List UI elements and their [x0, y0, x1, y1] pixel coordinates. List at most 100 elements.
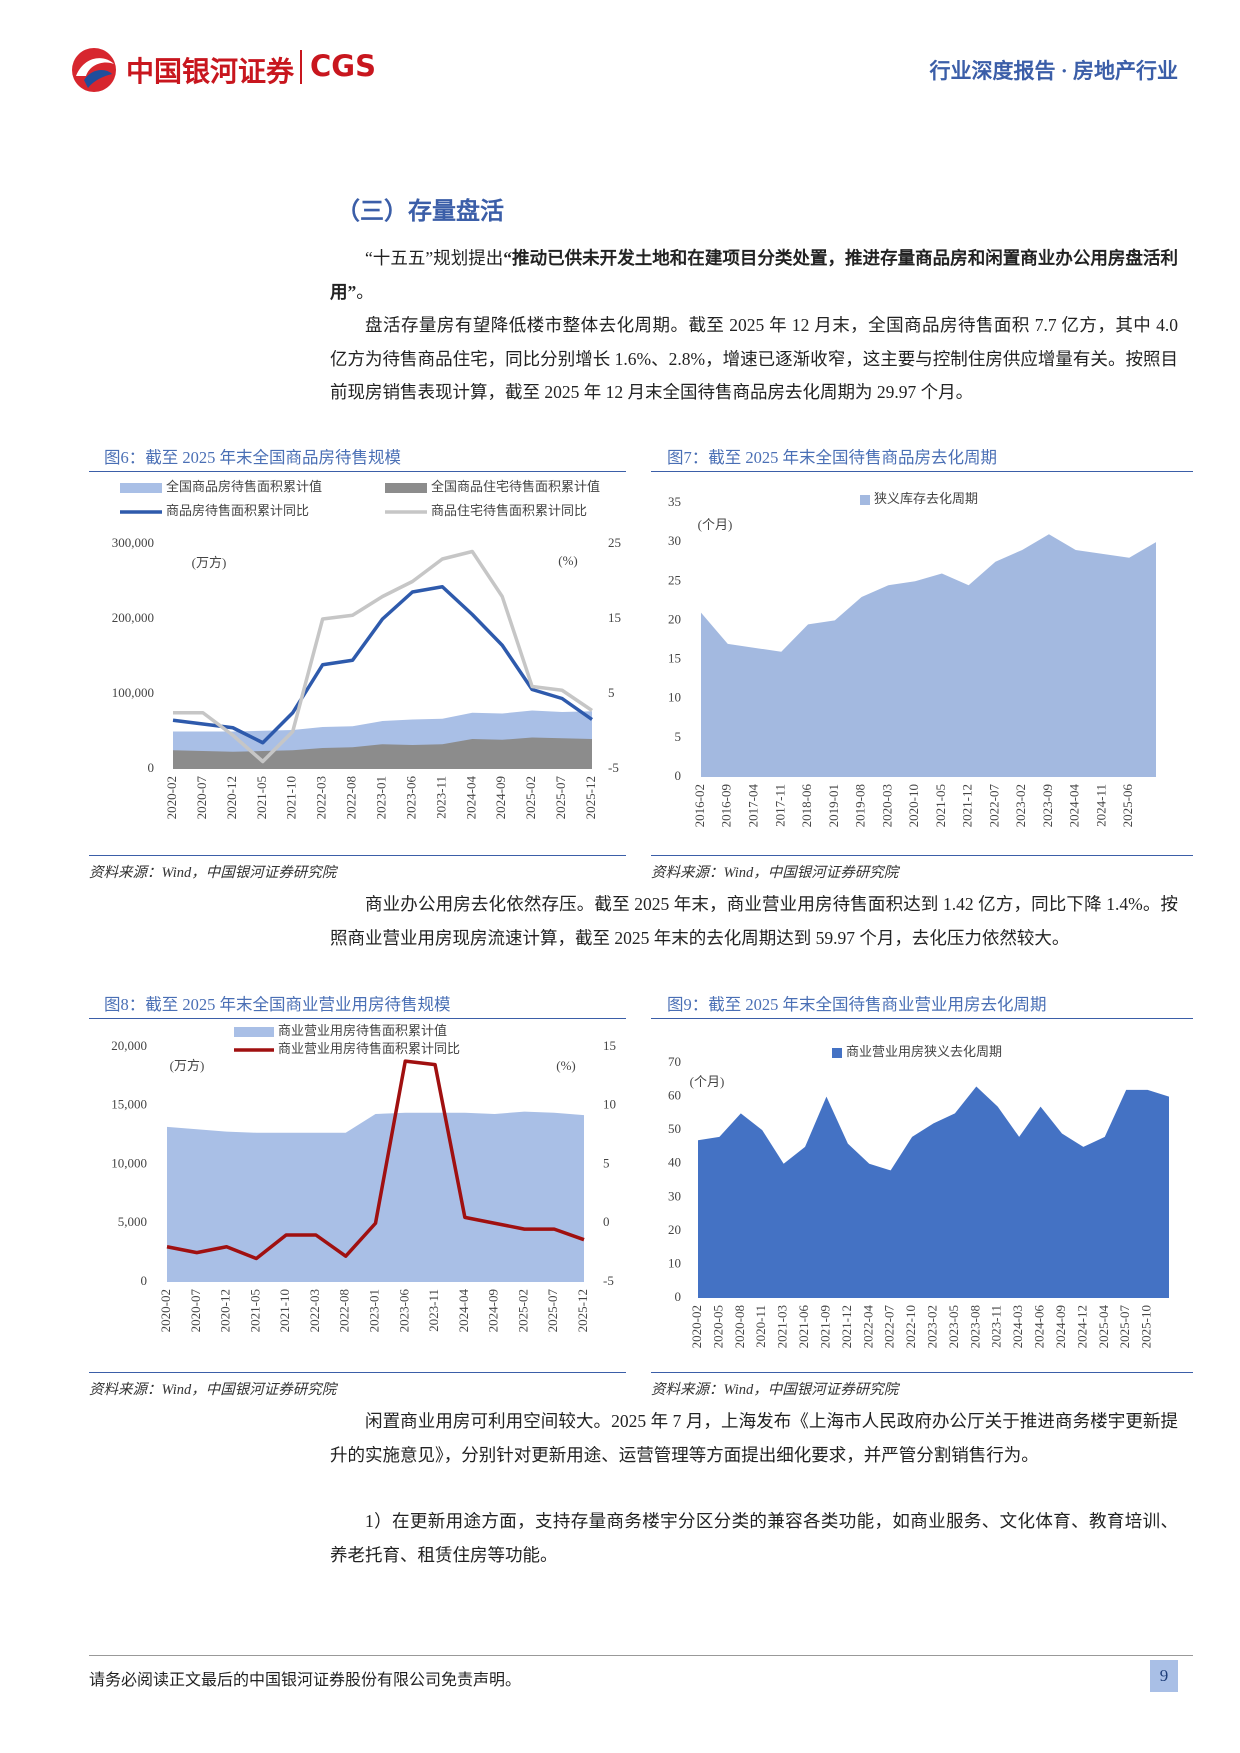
y-tick-label: 15 [668, 651, 681, 666]
figure-title: 图7：截至 2025 年末全国待售商品房去化周期 [667, 448, 997, 467]
chart: 0 5 10 15 20 25 30 35 (个月) 2016-02 2016-09 2017-04 2… [668, 491, 1156, 828]
bold-text: “推动已供未开发土地和在建项目分类处置，推进存量商品房和闲置商业办公用房盘活利用… [330, 248, 1178, 302]
x-tick-label: 2020-11 [753, 1305, 768, 1348]
y-tick-label: 100,000 [112, 685, 154, 700]
y-tick-label: 20 [668, 1222, 681, 1237]
x-tick-label: 2021-05 [254, 776, 269, 819]
x-tick-label: 2021-10 [277, 1289, 292, 1332]
y-tick-label: 60 [668, 1088, 681, 1103]
legend-label: 狭义库存去化周期 [874, 491, 978, 506]
chart: 0 5,000 10,000 15,000 20,000 -5 0 5 10 15 (万方) (%) 2… [111, 1023, 616, 1333]
x-tick-label: 2020-03 [879, 784, 894, 827]
y-tick-label: 25 [668, 572, 681, 587]
rule [651, 471, 1193, 472]
x-tick-label: 2022-08 [337, 1289, 352, 1332]
legend-label: 全国商品房待售面积累计值 [166, 479, 322, 494]
x-tick-label: 2024-04 [1067, 784, 1082, 828]
y-tick-label: 200,000 [112, 610, 154, 625]
report-type: 行业深度报告 · 房地产行业 [929, 59, 1178, 83]
y-tick-label: 10 [603, 1097, 616, 1112]
x-tick-label: 2024-06 [1032, 1305, 1047, 1349]
chart: 0 100,000 200,000 300,000 -5 5 15 25 (万方) (%) 2020… [112, 479, 621, 820]
x-tick-label: 2019-01 [826, 784, 841, 827]
x-tick-label: 2025-10 [1139, 1305, 1154, 1348]
x-tick-label: 2020-08 [732, 1305, 747, 1348]
paragraph: “十五五”规划提出“推动已供未开发土地和在建项目分类处置，推进存量商品房和闲置商… [330, 242, 1178, 309]
x-tick-label: 2022-07 [882, 1305, 897, 1349]
y-tick-label: 0 [141, 1273, 148, 1288]
x-tick-label: 2023-11 [426, 1289, 441, 1332]
x-tick-label: 2020-12 [224, 776, 239, 819]
brand: 中国银河证券 [126, 55, 295, 88]
x-tick-label: 2024-11 [1093, 784, 1108, 827]
x-tick-label: 2016-09 [719, 784, 734, 827]
x-tick-label: 2023-11 [989, 1305, 1004, 1348]
paragraph: 商业办公用房去化依然存压。截至 2025 年末，商业营业用房待售面积达到 1.4… [330, 894, 1178, 948]
y-tick-label: -5 [603, 1273, 614, 1288]
rule [651, 1018, 1193, 1019]
y-tick-label: 15 [603, 1038, 616, 1053]
legend-swatch [860, 495, 870, 505]
chart: 0 10 20 30 40 50 60 70 (个月) 2020-02 2020-05 2020-08… [668, 1044, 1169, 1349]
legend-swatch [832, 1048, 842, 1058]
x-tick-label: 2024-03 [1010, 1305, 1025, 1348]
x-tick-label: 2021-12 [839, 1305, 854, 1348]
line [166, 1059, 585, 1261]
x-tick-label: 2022-04 [860, 1305, 875, 1349]
figure-title: 图8：截至 2025 年末全国商业营业用房待售规模 [104, 995, 451, 1014]
text: 。 [356, 281, 374, 302]
x-tick-label: 2025-02 [515, 1289, 530, 1332]
x-tick-label: 2021-05 [247, 1289, 262, 1332]
x-tick-label: 2024-09 [1053, 1305, 1068, 1348]
y-tick-label: 40 [668, 1155, 681, 1170]
x-tick-label: 2017-11 [772, 784, 787, 827]
figure-title: 图9：截至 2025 年末全国待售商业营业用房去化周期 [667, 995, 1047, 1014]
x-tick-label: 2024-09 [486, 1289, 501, 1332]
footer-rule [89, 1655, 1193, 1656]
y-tick-label: 15 [608, 610, 621, 625]
x-tick-label: 2017-04 [746, 784, 761, 828]
x-tick-label: 2025-12 [583, 776, 598, 819]
axis-unit: (个月) [698, 517, 733, 532]
x-tick-label: 2024-04 [463, 776, 478, 820]
x-tick-label: 2020-02 [158, 1289, 173, 1332]
area [173, 737, 592, 769]
x-tick-label: 2021-09 [817, 1305, 832, 1348]
line [173, 549, 593, 764]
x-tick-label: 2025-06 [1120, 784, 1135, 828]
y-tick-label: 300,000 [112, 535, 154, 550]
legend-swatch [234, 1027, 274, 1037]
x-tick-label: 2023-01 [366, 1289, 381, 1332]
x-tick-label: 2021-05 [933, 784, 948, 827]
disclaimer: 请务必阅读正文最后的中国银河证券股份有限公司免责声明。 [89, 1672, 522, 1689]
paragraph: 盘活存量房有望降低楼市整体去化周期。截至 2025 年 12 月末，全国商品房待… [330, 315, 1178, 402]
y-tick-label: 5 [603, 1155, 610, 1170]
y-tick-label: 70 [668, 1054, 681, 1069]
x-tick-label: 2021-10 [284, 776, 299, 819]
x-tick-label: 2025-07 [545, 1289, 560, 1333]
y-tick-label: 50 [668, 1121, 681, 1136]
source: 资料来源：Wind，中国银河证券研究院 [89, 1382, 337, 1398]
line [172, 585, 594, 745]
logo-mark [72, 48, 116, 92]
legend-label: 商品住宅待售面积累计同比 [431, 503, 587, 518]
y-tick-label: 30 [668, 533, 681, 548]
y-tick-label: 5 [675, 729, 682, 744]
brand-en: CGS [310, 49, 376, 83]
figure-title: 图6：截至 2025 年末全国商品房待售规模 [104, 448, 401, 467]
x-tick-label: 2022-08 [344, 776, 359, 819]
y-tick-label: 5 [608, 685, 615, 700]
y-tick-label: 10,000 [111, 1155, 147, 1170]
legend-label: 全国商品住宅待售面积累计值 [431, 479, 600, 494]
axis-unit: (万方) [192, 555, 227, 570]
x-tick-label: 2021-06 [796, 1305, 811, 1349]
x-tick-label: 2021-12 [960, 784, 975, 827]
legend-label: 商业营业用房待售面积累计同比 [278, 1041, 460, 1056]
x-tick-label: 2022-10 [903, 1305, 918, 1348]
x-tick-label: 2025-12 [575, 1289, 590, 1332]
rule [651, 855, 1193, 856]
x-tick-label: 2023-02 [924, 1305, 939, 1348]
x-tick-label: 2020-10 [906, 784, 921, 827]
x-tick-label: 2020-07 [188, 1289, 203, 1333]
